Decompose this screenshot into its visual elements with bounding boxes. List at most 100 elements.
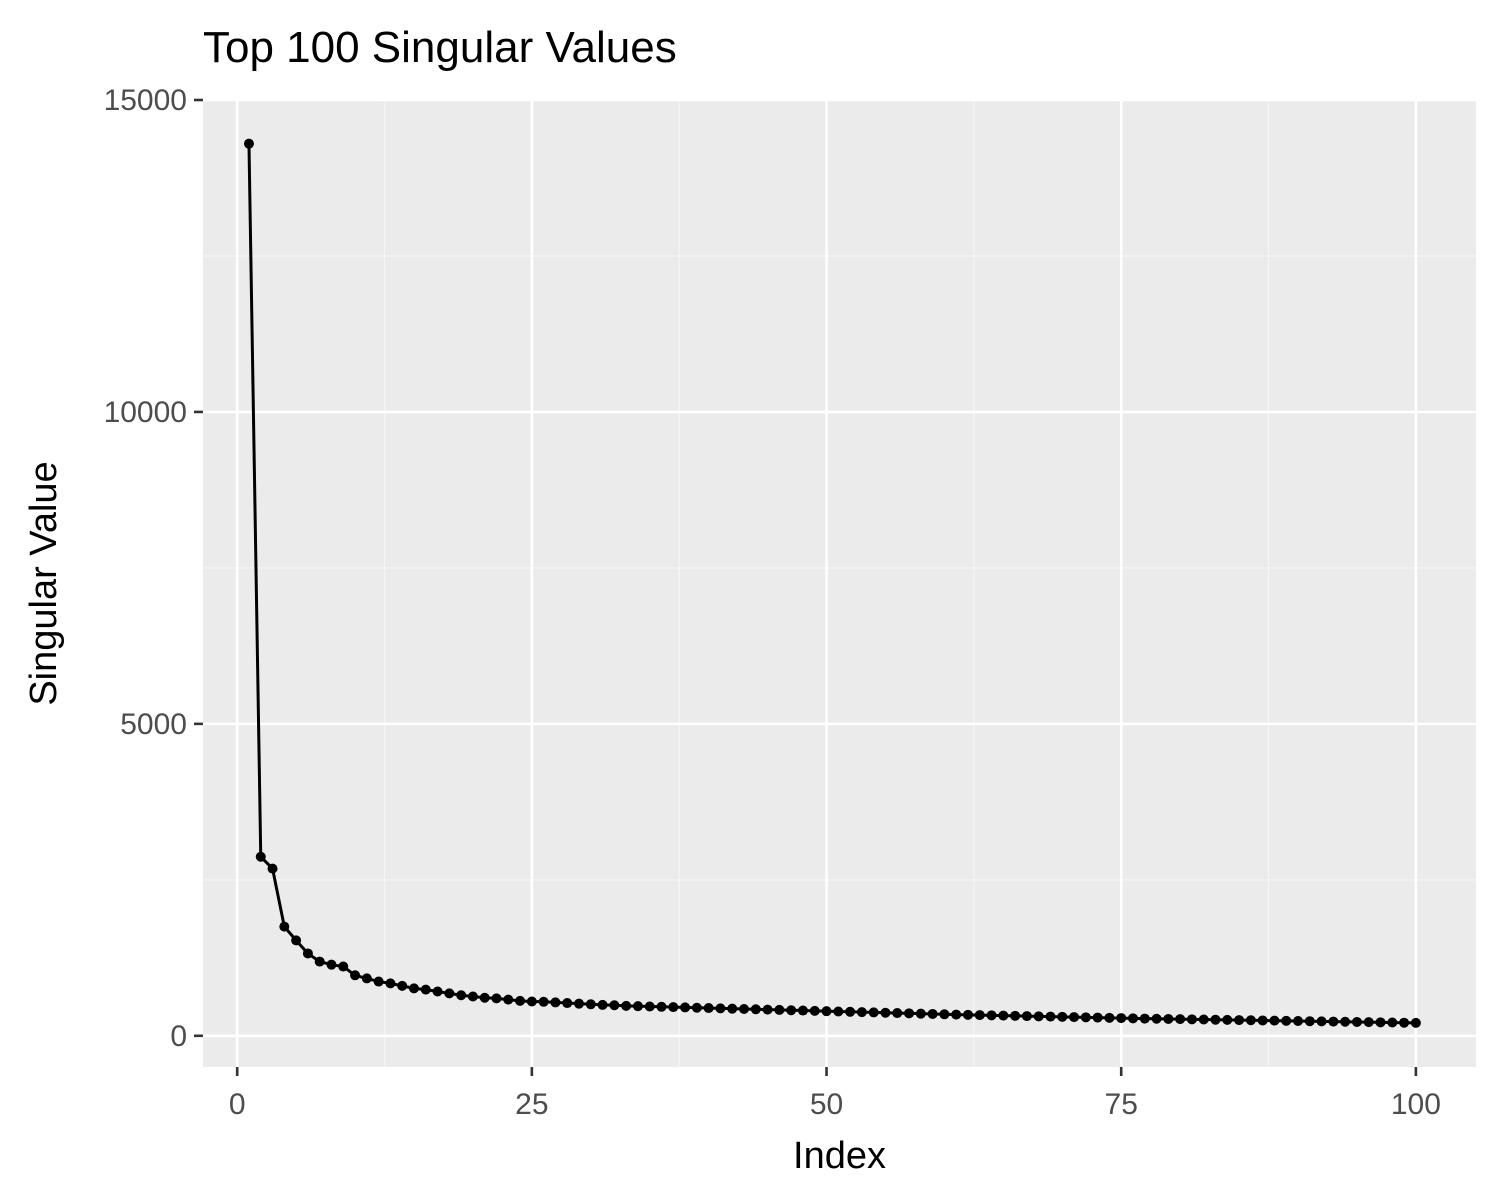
data-point <box>1257 1015 1268 1026</box>
data-point <box>1234 1015 1245 1026</box>
data-point <box>1033 1011 1044 1022</box>
data-point <box>550 997 561 1008</box>
data-point <box>515 995 526 1006</box>
data-point <box>538 996 549 1007</box>
data-point <box>1269 1015 1280 1026</box>
data-point <box>1399 1017 1410 1028</box>
data-point <box>1069 1012 1080 1023</box>
data-point <box>1151 1013 1162 1024</box>
data-point <box>479 992 490 1003</box>
data-point <box>1080 1012 1091 1023</box>
data-point <box>585 999 596 1010</box>
data-point <box>621 1000 632 1011</box>
data-point <box>868 1007 879 1018</box>
data-point <box>951 1009 962 1020</box>
data-point <box>962 1009 973 1020</box>
data-point <box>833 1006 844 1017</box>
data-point <box>314 956 325 967</box>
data-point <box>444 988 455 999</box>
data-point <box>632 1001 643 1012</box>
data-point <box>1186 1014 1197 1025</box>
data-point <box>432 986 443 997</box>
data-point <box>302 948 313 959</box>
data-point <box>467 991 478 1002</box>
data-point <box>786 1005 797 1016</box>
data-point <box>526 996 537 1007</box>
data-point <box>762 1004 773 1015</box>
data-point <box>715 1003 726 1014</box>
data-point <box>291 935 302 946</box>
data-point <box>255 851 266 862</box>
data-point <box>1363 1017 1374 1028</box>
y-tick-label: 10000 <box>104 396 187 429</box>
data-point <box>998 1010 1009 1021</box>
data-point <box>408 983 419 994</box>
y-tick-label: 0 <box>170 1020 187 1053</box>
data-point <box>703 1003 714 1014</box>
data-point <box>750 1004 761 1015</box>
data-point <box>644 1001 655 1012</box>
data-point <box>880 1007 891 1018</box>
data-point <box>927 1008 938 1019</box>
x-tick-label: 0 <box>229 1088 246 1121</box>
data-point <box>1210 1014 1221 1025</box>
data-point <box>1127 1013 1138 1024</box>
x-tick-label: 75 <box>1105 1088 1138 1121</box>
data-point <box>597 999 608 1010</box>
data-point <box>1045 1011 1056 1022</box>
y-axis: 0 5000 10000 15000 <box>104 84 203 1053</box>
minor-gridlines <box>203 100 1476 1067</box>
data-point <box>774 1004 785 1015</box>
x-tick-label: 100 <box>1391 1088 1441 1121</box>
data-point <box>939 1009 950 1020</box>
data-points <box>243 138 1421 1028</box>
data-point <box>1163 1013 1174 1024</box>
data-point <box>892 1008 903 1019</box>
x-tick-label: 25 <box>515 1088 548 1121</box>
data-point <box>361 973 372 984</box>
data-point <box>279 921 290 932</box>
data-point <box>1304 1016 1315 1027</box>
data-point <box>1222 1014 1233 1025</box>
data-point <box>1057 1011 1068 1022</box>
data-point <box>915 1008 926 1019</box>
data-point <box>562 998 573 1009</box>
y-tick-label: 15000 <box>104 84 187 117</box>
data-point <box>1010 1010 1021 1021</box>
series-line-group <box>247 143 1416 1025</box>
data-point <box>974 1010 985 1021</box>
data-point <box>1021 1011 1032 1022</box>
data-point <box>1104 1012 1115 1023</box>
data-point <box>503 994 514 1005</box>
data-point <box>1198 1014 1209 1025</box>
data-point <box>456 990 467 1001</box>
data-point <box>680 1002 691 1013</box>
data-point <box>904 1008 915 1019</box>
data-point <box>574 998 585 1009</box>
data-point <box>856 1007 867 1018</box>
y-axis-title: Singular Value <box>23 461 65 705</box>
chart-title: Top 100 Singular Values <box>203 23 677 72</box>
data-point <box>338 961 349 972</box>
data-point <box>373 976 384 987</box>
data-point <box>845 1006 856 1017</box>
plot-panel <box>203 100 1476 1067</box>
data-point <box>656 1001 667 1012</box>
data-point <box>1175 1014 1186 1025</box>
data-point <box>397 980 408 991</box>
data-point <box>1328 1016 1339 1027</box>
data-point <box>727 1003 738 1014</box>
data-point <box>1316 1016 1327 1027</box>
data-point <box>326 959 337 970</box>
y-tick-label: 5000 <box>120 708 187 741</box>
data-point <box>668 1002 679 1013</box>
data-point <box>1375 1017 1386 1028</box>
x-tick-label: 50 <box>810 1088 843 1121</box>
data-point <box>1092 1012 1103 1023</box>
data-point <box>350 970 361 981</box>
data-point <box>821 1006 832 1017</box>
data-point <box>739 1003 750 1014</box>
data-point <box>385 978 396 989</box>
